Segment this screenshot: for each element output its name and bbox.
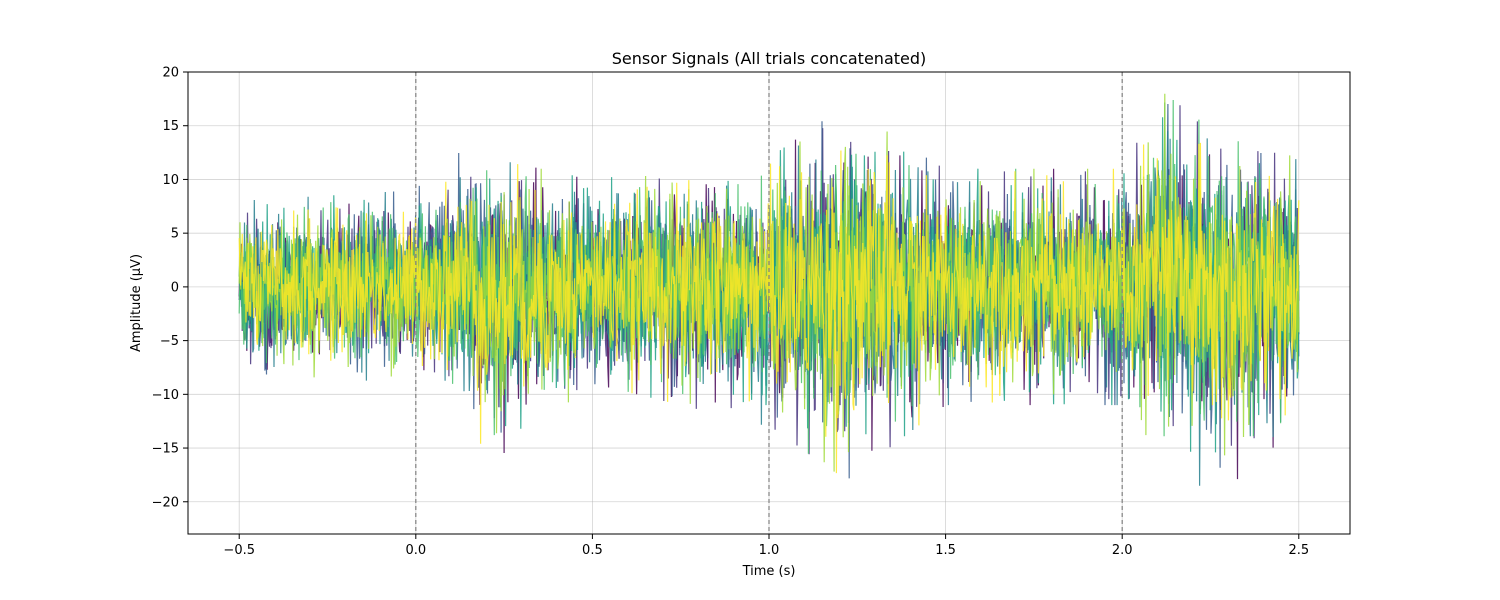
y-tick-label: −10 <box>152 388 179 403</box>
x-tick-label: −0.5 <box>223 543 255 558</box>
x-tick-label: 1.5 <box>935 543 956 558</box>
x-tick-label: 1.0 <box>759 543 780 558</box>
y-tick-label: −15 <box>152 442 179 457</box>
x-tick-label: 0.0 <box>405 543 426 558</box>
y-tick-label: 0 <box>171 280 179 295</box>
x-tick-label: 2.0 <box>1112 543 1133 558</box>
y-tick-label: −5 <box>160 334 179 349</box>
y-tick-label: 20 <box>162 66 179 81</box>
x-axis-label: Time (s) <box>742 564 796 579</box>
y-axis-label: Amplitude (µV) <box>129 254 144 352</box>
y-tick-label: 15 <box>162 119 179 134</box>
y-tick-label: 5 <box>171 227 179 242</box>
x-tick-label: 2.5 <box>1288 543 1309 558</box>
y-tick-label: 10 <box>162 173 179 188</box>
y-axis-ticks: −20 −15 −10 −5 0 5 10 15 20 <box>152 66 188 510</box>
event-markers <box>415 72 1123 534</box>
x-tick-label: 0.5 <box>582 543 603 558</box>
x-axis-ticks: −0.5 0.0 0.5 1.0 1.5 2.0 2.5 <box>223 534 1309 558</box>
chart-title: Sensor Signals (All trials concatenated) <box>612 49 927 68</box>
y-tick-label: −20 <box>152 495 179 510</box>
